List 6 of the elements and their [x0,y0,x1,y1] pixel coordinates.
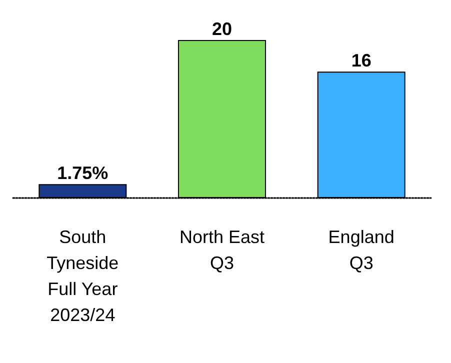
x-tick-label: England Q3 [328,227,394,273]
data-label: 16 [351,50,372,71]
data-label: 1.75% [57,163,108,184]
x-tick-label: South Tyneside Full Year 2023/24 [46,227,119,325]
x-tick-label: North East Q3 [179,227,265,273]
data-label: 20 [212,19,232,39]
